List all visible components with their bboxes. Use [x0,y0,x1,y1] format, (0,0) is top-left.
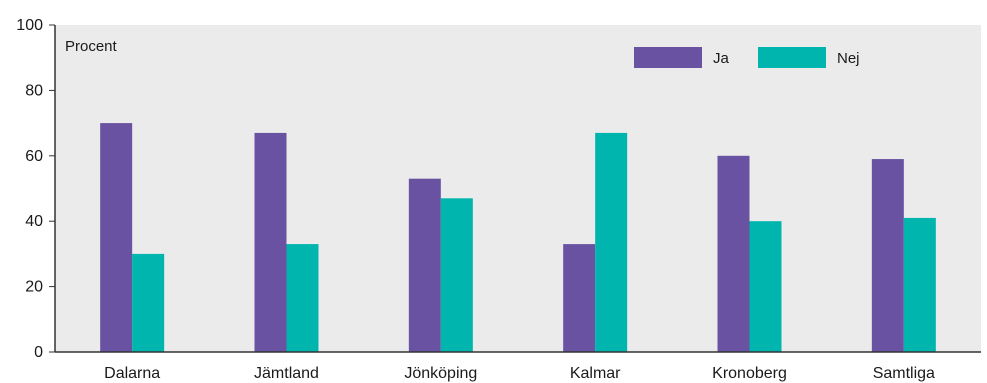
x-axis-labels: Dalarna Jämtland Jönköping Kalmar Kronoberg S… [104,365,935,382]
y-axis-unit-label: Procent [65,38,118,55]
bar-ja-3 [563,244,596,352]
x-category-label: Jämtland [254,365,319,382]
x-category-label: Jönköping [404,365,477,382]
legend-label-nej: Nej [837,50,860,67]
bar-ja-1 [254,132,287,352]
bar-nej-4 [749,221,782,352]
bar-nej-1 [286,244,319,352]
y-tick-label: 100 [16,17,43,34]
bar-ja-2 [408,178,441,352]
legend-swatch-nej [758,47,826,68]
legend-label-ja: Ja [713,50,730,67]
bar-nej-0 [132,253,165,352]
bar-nej-2 [440,198,473,352]
bar-ja-0 [100,123,133,352]
bar-nej-3 [595,132,628,352]
x-category-label: Dalarna [104,365,160,382]
bar-nej-5 [903,217,936,352]
bar-ja-4 [717,155,750,352]
plot-area [55,25,981,352]
y-tick-label: 80 [25,82,43,99]
y-tick-label: 0 [34,344,43,361]
y-tick-label: 20 [25,279,43,296]
bars-group [100,123,936,352]
y-tick-label: 60 [25,148,43,165]
legend: Ja Nej [634,47,860,68]
x-category-label: Samtliga [873,365,935,382]
x-category-label: Kalmar [570,365,621,382]
legend-swatch-ja [634,47,702,68]
y-tick-label: 40 [25,213,43,230]
x-category-label: Kronoberg [712,365,787,382]
y-axis-ticks: 0 20 40 60 80 100 [16,17,55,361]
bar-ja-5 [871,159,904,352]
